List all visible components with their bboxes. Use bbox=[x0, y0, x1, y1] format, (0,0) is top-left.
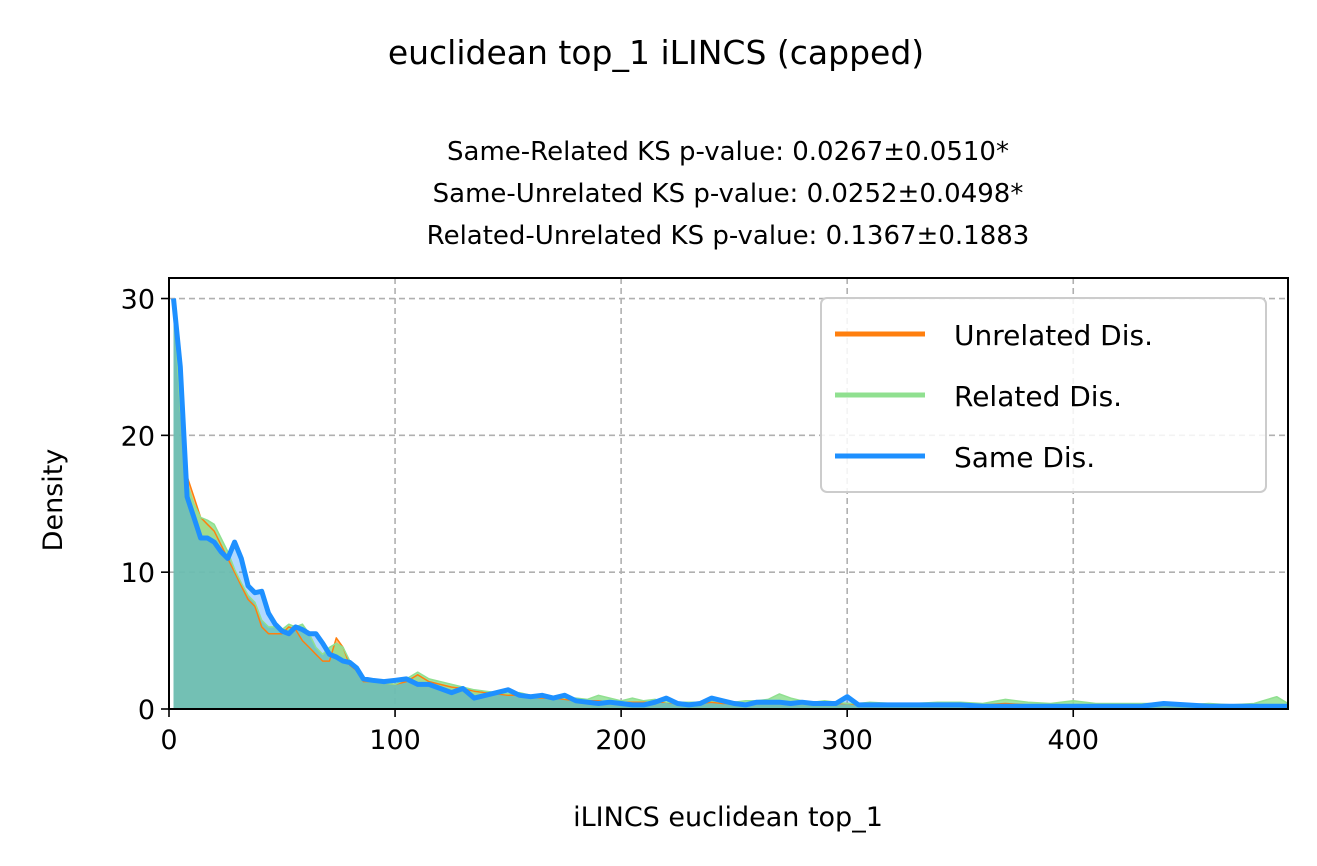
area-same bbox=[173, 298, 1288, 709]
plot-frame bbox=[168, 277, 1289, 710]
chart-suptitle: euclidean top_1 iLINCS (capped) bbox=[388, 33, 924, 72]
x-tick-label: 300 bbox=[821, 725, 873, 756]
legend: Unrelated Dis. Related Dis. Same Dis. bbox=[820, 297, 1267, 493]
x-tick-label: 400 bbox=[1047, 725, 1099, 756]
tick-layer: 0 100 200 300 400 0 10 20 30 bbox=[121, 285, 1099, 756]
y-tick-label: 20 bbox=[121, 421, 155, 452]
y-tick-label: 30 bbox=[121, 285, 155, 316]
line-layer bbox=[171, 298, 1289, 709]
legend-label-unrelated: Unrelated Dis. bbox=[954, 319, 1153, 352]
area-related bbox=[173, 298, 1288, 709]
area-layer bbox=[173, 298, 1288, 709]
series-line-same bbox=[171, 298, 1288, 709]
x-tick-label: 100 bbox=[369, 725, 421, 756]
subtitle-line-3: Related-Unrelated KS p-value: 0.1367±0.1… bbox=[427, 221, 1030, 251]
legend-label-related: Related Dis. bbox=[954, 380, 1122, 413]
x-tick-label: 0 bbox=[160, 725, 177, 756]
y-tick-label: 10 bbox=[121, 558, 155, 589]
subtitle-line-1: Same-Related KS p-value: 0.0267±0.0510* bbox=[447, 137, 1009, 167]
y-axis-label: Density bbox=[38, 449, 69, 552]
legend-label-same: Same Dis. bbox=[954, 441, 1095, 474]
subtitle-line-2: Same-Unrelated KS p-value: 0.0252±0.0498… bbox=[433, 179, 1024, 209]
x-tick-label: 200 bbox=[595, 725, 647, 756]
y-tick-label: 0 bbox=[138, 695, 155, 726]
legend-box bbox=[820, 297, 1267, 493]
x-axis-label: iLINCS euclidean top_1 bbox=[573, 802, 883, 833]
plot-area: 0 100 200 300 400 0 10 20 30 bbox=[121, 277, 1289, 756]
